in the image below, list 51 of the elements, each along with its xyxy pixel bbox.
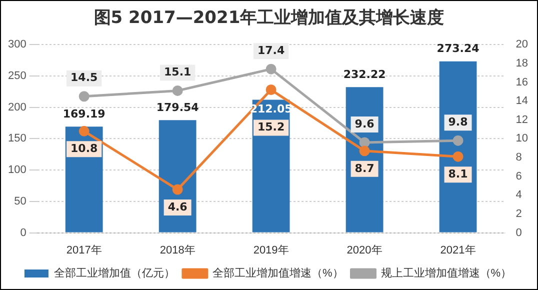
- data-label: 4.6: [168, 200, 188, 214]
- y-tick-label: 50: [14, 195, 26, 208]
- y-tick-label: 150: [8, 132, 26, 145]
- data-label: 9.6: [354, 117, 375, 130]
- point: [172, 184, 183, 195]
- y2-tick-label: 2: [516, 208, 522, 220]
- data-label: 15.1: [164, 66, 192, 79]
- point: [359, 137, 370, 148]
- point: [359, 146, 370, 156]
- data-label: 9.8: [448, 115, 468, 128]
- y2-tick-label: 12: [516, 114, 528, 126]
- chart-title: 图5 2017—2021年工业增加值及其增长速度: [92, 7, 446, 30]
- data-label: 15.2: [257, 120, 285, 134]
- point: [78, 91, 90, 102]
- point: [78, 126, 90, 136]
- y-tick-label: 0: [20, 226, 26, 239]
- x-tick-label: 2020年: [346, 244, 382, 256]
- y-tick-label: 200: [8, 101, 26, 114]
- legend-label: 规上工业增加值增速（%）: [380, 266, 512, 280]
- y2-tick-label: 10: [516, 132, 528, 145]
- data-label: 14.5: [70, 71, 98, 84]
- data-label: 179.54: [156, 101, 200, 114]
- legend-label: 全部工业增加值（亿元）: [54, 266, 175, 280]
- data-label: 10.8: [70, 142, 98, 156]
- data-label: 232.22: [343, 68, 386, 81]
- y2-tick-label: 20: [516, 38, 528, 51]
- y-tick-label: 100: [8, 164, 26, 176]
- point: [172, 85, 183, 96]
- y2-tick-label: 18: [516, 57, 528, 70]
- data-label: 17.4: [257, 44, 285, 57]
- x-tick-label: 2018年: [160, 244, 196, 256]
- y2-tick-label: 8: [516, 152, 522, 164]
- point: [266, 84, 276, 96]
- y-tick-label: 250: [8, 70, 26, 82]
- data-label: 8.7: [354, 162, 374, 175]
- y2-tick-label: 0: [516, 226, 522, 239]
- x-tick-label: 2017年: [66, 244, 102, 256]
- y2-tick-label: 16: [516, 76, 528, 88]
- legend-label: 全部工业增加值增速（%）: [212, 266, 344, 280]
- y2-tick-label: 6: [516, 170, 522, 182]
- x-tick-label: 2019年: [253, 244, 289, 256]
- y2-tick-label: 14: [516, 95, 528, 108]
- data-label: 8.1: [448, 167, 468, 180]
- data-label: 169.19: [62, 108, 106, 121]
- data-label: 273.24: [436, 42, 480, 56]
- point: [452, 135, 464, 146]
- point: [266, 64, 276, 74]
- y-tick-label: 300: [8, 38, 26, 51]
- x-tick-label: 2021年: [440, 244, 476, 256]
- y2-tick-label: 4: [516, 189, 522, 202]
- point: [452, 151, 464, 162]
